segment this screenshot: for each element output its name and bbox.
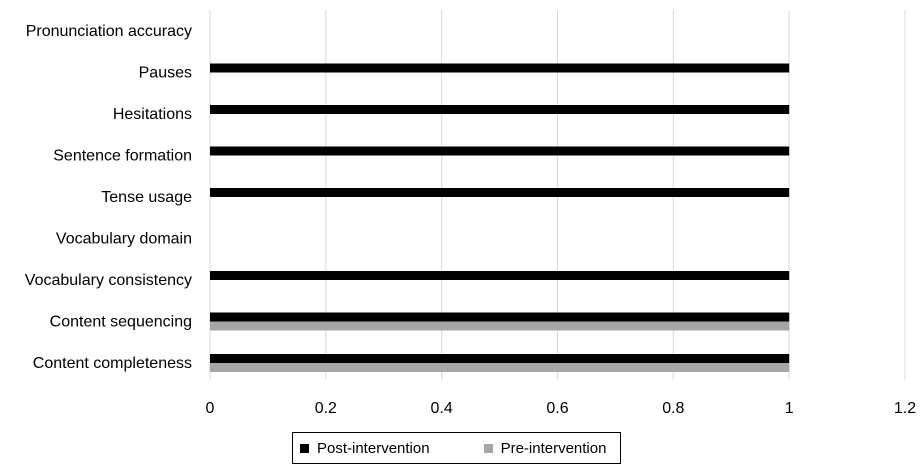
x-axis-tick-labels: 0 0.2 0.4 0.6 0.8 1 1.2 <box>206 400 917 417</box>
x-tick-label: 0 <box>206 400 215 417</box>
category-label: Tense usage <box>101 189 192 206</box>
x-tick-label: 1.2 <box>894 400 916 417</box>
post-intervention-bar <box>210 105 790 114</box>
category-label: Pauses <box>139 65 192 82</box>
pre-intervention-bar <box>210 363 790 372</box>
x-tick-label: 0.4 <box>431 400 453 417</box>
category-label: Vocabulary consistency <box>25 272 192 289</box>
post-intervention-bar <box>210 354 790 363</box>
post-intervention-bar <box>210 188 790 197</box>
x-tick-label: 1 <box>785 400 794 417</box>
category-label: Hesitations <box>113 106 192 123</box>
post-intervention-bar <box>210 146 790 156</box>
x-tick-label: 0.8 <box>662 400 684 417</box>
post-intervention-bar <box>210 312 790 322</box>
pre-intervention-bar <box>210 321 790 331</box>
category-labels: Pronunciation accuracy Pauses Hesitations S… <box>25 23 192 372</box>
post-intervention-bar <box>210 271 790 280</box>
category-label: Content completeness <box>33 355 192 372</box>
category-label: Pronunciation accuracy <box>26 23 192 40</box>
x-tick-label: 0.2 <box>315 400 337 417</box>
bars <box>210 63 790 372</box>
category-label: Content sequencing <box>50 314 192 331</box>
x-tick-label: 0.6 <box>546 400 568 417</box>
legend-item-pre: Pre-intervention <box>483 439 607 457</box>
legend-label-pre: Pre-intervention <box>500 439 607 457</box>
category-label: Sentence formation <box>53 148 192 165</box>
category-label: Vocabulary domain <box>56 231 192 248</box>
legend: Post-intervention Pre-intervention <box>292 432 621 464</box>
legend-item-post: Post-intervention <box>300 440 430 457</box>
legend-swatch-pre <box>483 443 493 453</box>
bar-chart: Pronunciation accuracy Pauses Hesitations S… <box>25 10 917 417</box>
legend-label-post: Post-intervention <box>317 439 430 457</box>
post-intervention-bar <box>210 63 790 73</box>
legend-swatch-post <box>300 443 309 453</box>
